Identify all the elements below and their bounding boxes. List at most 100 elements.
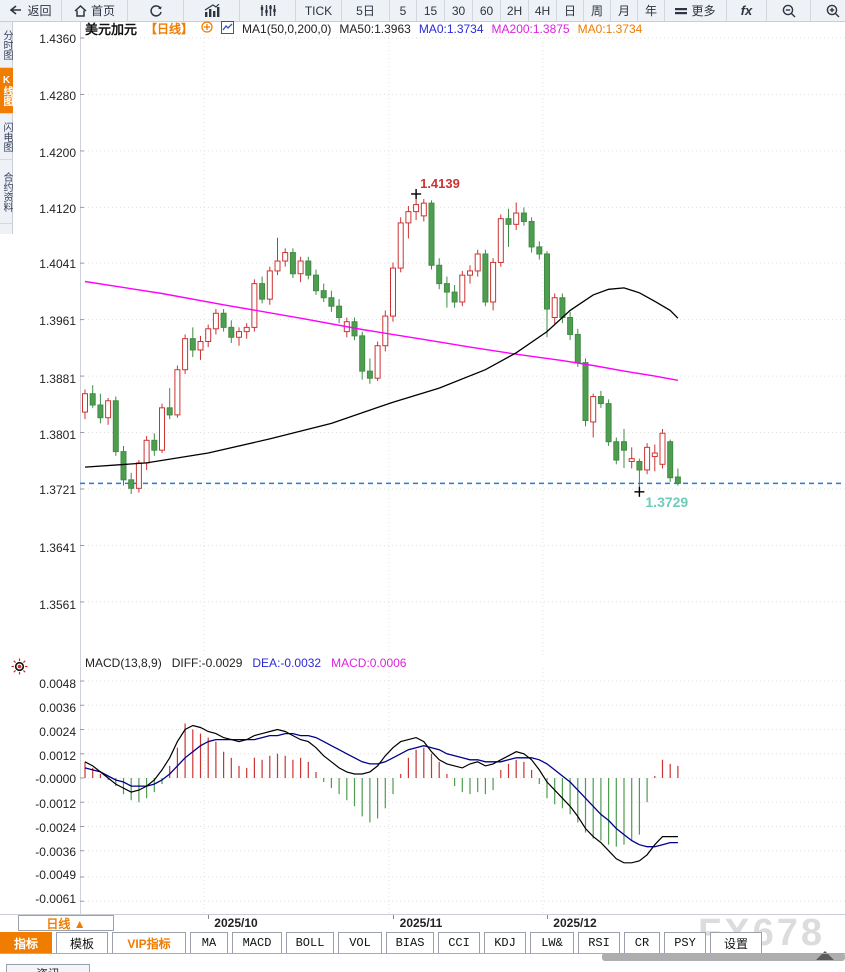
tab-kdj[interactable]: KDJ (484, 932, 526, 953)
candle (320, 283, 327, 302)
candle (313, 269, 319, 295)
period-badge: 【日线】 (145, 22, 194, 36)
collapse-arrow-icon[interactable] (816, 951, 834, 960)
fx-formula-button[interactable]: fx (727, 0, 767, 21)
macd-y-label: -0.0049 (35, 868, 76, 882)
menu-icon (675, 7, 688, 15)
candle (205, 324, 212, 348)
period-60m-label: 60 (479, 3, 494, 18)
y-label: 1.4200 (39, 146, 76, 160)
indicator-tab-bar: 指标 模板 VIP指标 MA MACD BOLL VOL BIAS CCI KD… (0, 932, 845, 954)
candle (289, 248, 296, 278)
tab-templates[interactable]: 模板 (56, 932, 108, 953)
dea-value: DEA:-0.0032 (252, 655, 322, 670)
period-month-button[interactable]: 月 (611, 0, 638, 21)
add-indicator-icon[interactable] (201, 21, 213, 36)
diff-line (84, 724, 678, 864)
period-30m-button[interactable]: 30 (445, 0, 473, 21)
candle (443, 276, 450, 308)
period-year-button[interactable]: 年 (638, 0, 665, 21)
month-tick (393, 915, 394, 919)
tab-boll[interactable]: BOLL (286, 932, 334, 953)
tab-cci[interactable]: CCI (438, 932, 480, 953)
tab-rsi[interactable]: RSI (578, 932, 620, 953)
tab-ma[interactable]: MA (190, 932, 228, 953)
candle (174, 365, 181, 418)
period-5d-button[interactable]: 5日 (342, 0, 390, 21)
month-tick (547, 915, 548, 919)
y-label: 1.3561 (39, 598, 76, 612)
indicator-settings-sun-icon[interactable] (11, 658, 28, 680)
macd-header: MACD(13,8,9) DIFF:-0.0029 DEA:-0.0032 MA… (85, 655, 406, 670)
tab-macd[interactable]: MACD (232, 932, 282, 953)
macd-y-label: -0.0024 (35, 821, 76, 835)
sidebar-item-contract-info[interactable]: 合约资料 (0, 160, 13, 224)
ma0-blue-value: MA0:1.3734 (418, 21, 484, 36)
horizontal-scrollbar[interactable] (602, 951, 845, 961)
chart-type-button[interactable] (184, 0, 240, 21)
period-5m-button[interactable]: 5 (390, 0, 417, 21)
zoom-in-button[interactable] (811, 0, 845, 21)
candle (451, 285, 458, 308)
mini-chart-icon[interactable] (221, 20, 235, 37)
candle (366, 358, 373, 384)
back-icon (9, 4, 23, 17)
tab-cr[interactable]: CR (624, 932, 660, 953)
zoom-out-button[interactable] (767, 0, 811, 21)
period-60m-button[interactable]: 60 (473, 0, 501, 21)
candle (120, 445, 127, 486)
tab-psy[interactable]: PSY (664, 932, 706, 953)
fx-label: fx (740, 3, 753, 18)
candle (143, 436, 150, 470)
x-label-nov: 2025/11 (399, 916, 443, 930)
tab-vip-indicators[interactable]: VIP指标 (112, 932, 186, 953)
candle (574, 328, 581, 367)
tab-lw[interactable]: LW& (530, 932, 574, 953)
period-2h-button[interactable]: 2H (501, 0, 529, 21)
top-toolbar: 返回 首页 TICK 5日 5 15 30 60 2H 4H 日 周 月 年 更… (0, 0, 845, 22)
candle (497, 214, 504, 267)
tab-news[interactable]: 资讯 (6, 964, 90, 972)
period-day-button[interactable]: 日 (557, 0, 584, 21)
candle (536, 241, 543, 260)
back-button[interactable]: 返回 (0, 0, 62, 21)
price-chart-canvas[interactable]: 1.4139 1.3729 (80, 30, 845, 655)
candle (282, 248, 289, 267)
candle (582, 358, 589, 427)
period-week-button[interactable]: 周 (584, 0, 611, 21)
period-tick-button[interactable]: TICK (296, 0, 342, 21)
home-button[interactable]: 首页 (62, 0, 128, 21)
tab-indicators[interactable]: 指标 (0, 932, 52, 953)
candle (251, 279, 258, 332)
candle (159, 403, 165, 454)
period-4h-button[interactable]: 4H (529, 0, 557, 21)
tab-settings[interactable]: 设置 (710, 932, 762, 953)
high-price-annotation: 1.4139 (420, 176, 460, 191)
sidebar-item-lightning-chart[interactable]: 闪电图 (0, 114, 13, 160)
tab-bias[interactable]: BIAS (386, 932, 434, 953)
more-button[interactable]: 更多 (665, 0, 727, 21)
refresh-button[interactable] (128, 0, 184, 21)
x-axis-strip (0, 914, 845, 932)
ma50-line (84, 287, 679, 468)
candle (328, 290, 335, 312)
candle (505, 208, 512, 247)
candle (597, 390, 604, 408)
tab-vol[interactable]: VOL (338, 932, 382, 953)
macd-chart-canvas[interactable] (80, 668, 845, 915)
candle (243, 323, 250, 339)
y-label: 1.3801 (39, 428, 76, 442)
dea-line (84, 732, 678, 848)
candle (112, 396, 119, 456)
candle (520, 207, 527, 226)
indicator-settings-button[interactable] (240, 0, 296, 21)
sidebar-item-time-chart[interactable]: 分时图 (0, 22, 13, 68)
macd-y-label: -0.0061 (35, 892, 76, 906)
candle (166, 388, 173, 420)
period-selector-dropdown[interactable]: 日线 ▲ (18, 915, 114, 931)
candle (667, 439, 674, 482)
candle (644, 443, 651, 475)
sidebar-item-kline-chart[interactable]: K线图 (0, 68, 13, 114)
period-2h-label: 2H (506, 3, 523, 18)
period-15m-button[interactable]: 15 (417, 0, 445, 21)
